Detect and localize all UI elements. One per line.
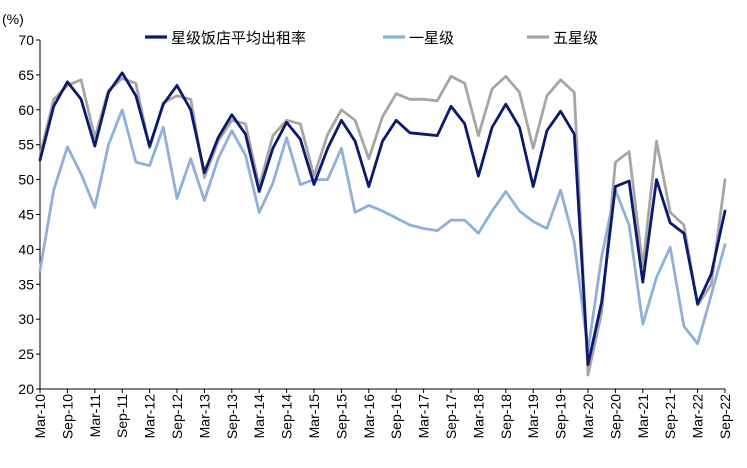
y-tick-label: 35: [18, 276, 34, 292]
x-tick-label: Mar-17: [416, 394, 432, 439]
y-tick-label: 30: [18, 311, 34, 327]
x-tick-label: Sep-19: [553, 394, 569, 439]
x-tick-label: Mar-13: [196, 394, 212, 439]
x-tick-label: Sep-11: [114, 394, 130, 438]
x-tick-label: Mar-15: [306, 394, 322, 439]
x-tick-label: Sep-13: [224, 394, 240, 439]
x-tick-label: Mar-20: [580, 394, 596, 439]
y-axis-unit-label: (%): [2, 11, 24, 27]
x-tick-label: Sep-17: [443, 394, 459, 439]
x-tick-label: Mar-19: [525, 394, 541, 439]
x-tick-label: Sep-14: [279, 394, 295, 439]
y-tick-label: 65: [18, 67, 34, 83]
x-tick-label: Mar-16: [361, 394, 377, 439]
y-tick-label: 20: [18, 381, 34, 397]
y-tick-label: 25: [18, 346, 34, 362]
y-tick-label: 55: [18, 137, 34, 153]
x-tick-label: Sep-15: [333, 394, 349, 439]
series-line: [38, 71, 727, 367]
legend-label: 五星级: [553, 30, 598, 47]
y-tick-label: 50: [18, 172, 34, 188]
y-tick-label: 40: [18, 241, 34, 257]
x-tick-label: Sep-16: [388, 394, 404, 439]
legend-label: 一星级: [409, 30, 454, 47]
x-tick-label: Sep-21: [662, 394, 678, 439]
x-tick-label: Mar-18: [470, 394, 486, 439]
x-tick-label: Sep-18: [498, 394, 514, 439]
x-tick-label: Mar-11: [87, 394, 103, 438]
x-tick-label: Mar-12: [142, 394, 158, 439]
x-tick-label: Mar-22: [690, 394, 706, 439]
y-tick-label: 45: [18, 207, 34, 223]
x-tick-label: Sep-10: [59, 394, 75, 439]
y-tick-label: 60: [18, 102, 34, 118]
y-tick-label: 70: [18, 32, 34, 48]
x-tick-label: Mar-21: [635, 394, 651, 439]
x-tick-label: Sep-12: [169, 394, 185, 439]
legend-label: 星级饭店平均出租率: [171, 30, 306, 47]
x-tick-label: Sep-20: [607, 394, 623, 439]
x-tick-label: Mar-14: [251, 394, 267, 439]
x-tick-label: Sep-22: [717, 394, 733, 439]
x-tick-label: Mar-10: [32, 394, 48, 439]
